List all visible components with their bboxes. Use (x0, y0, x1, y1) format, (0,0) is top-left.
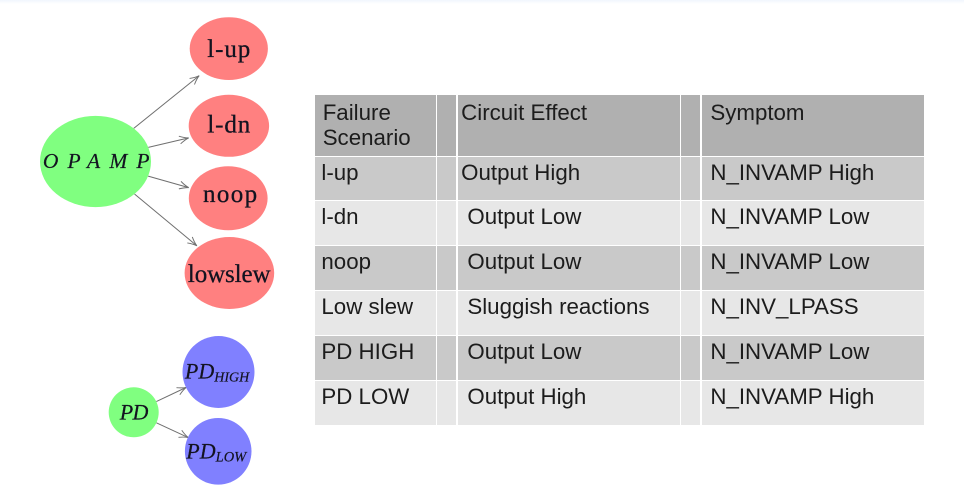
svg-text:PDLOW: PDLOW (185, 438, 248, 465)
svg-text:l-up: l-up (207, 36, 250, 63)
svg-text:l-dn: l-dn (207, 112, 250, 139)
svg-text:lowslew: lowslew (188, 261, 271, 288)
svg-text:PD: PD (119, 400, 149, 425)
svg-text:noop: noop (203, 181, 257, 208)
